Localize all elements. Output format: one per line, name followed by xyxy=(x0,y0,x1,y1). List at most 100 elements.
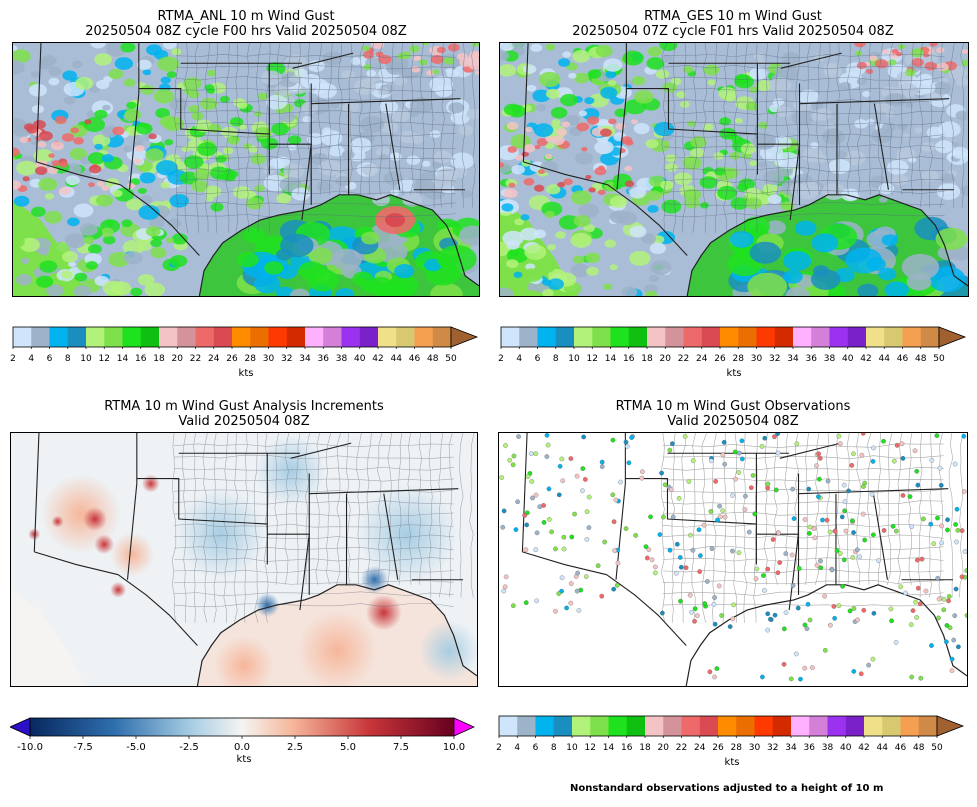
colorbar-tick-label: 10 xyxy=(80,354,92,364)
colorbar-tick-label: 40 xyxy=(354,354,366,364)
wind-cell xyxy=(456,53,468,61)
wind-cell xyxy=(624,180,635,188)
wind-cell xyxy=(542,279,552,286)
colorbar-tick-label: 26 xyxy=(712,743,724,753)
colorbar-bin xyxy=(104,327,123,347)
observation-dot xyxy=(712,621,718,627)
wind-cell xyxy=(655,69,670,79)
wind-cell xyxy=(69,147,87,160)
observation-dot xyxy=(860,433,866,436)
observation-dot xyxy=(820,517,825,523)
county-line xyxy=(176,87,456,92)
observation-dot xyxy=(643,544,649,550)
wind-cell xyxy=(866,257,886,271)
observation-dot xyxy=(804,626,810,632)
county-line xyxy=(428,433,433,598)
colorbar-tick-label: 14 xyxy=(116,354,129,364)
state-border xyxy=(126,483,138,580)
county-line xyxy=(948,433,954,598)
state-border xyxy=(522,43,529,162)
county-line xyxy=(877,43,883,195)
state-border xyxy=(128,93,140,190)
county-line xyxy=(775,43,780,195)
wind-cell xyxy=(604,239,617,248)
wind-cell xyxy=(112,189,123,198)
observation-dot xyxy=(814,562,820,568)
map-anl-svg xyxy=(13,43,479,296)
observation-dot xyxy=(760,674,765,680)
county-line xyxy=(174,43,179,233)
wind-cell xyxy=(87,152,106,165)
county-line xyxy=(663,178,945,183)
wind-field xyxy=(727,216,968,296)
colorbar-tick-label: 14 xyxy=(602,743,615,753)
observation-dot xyxy=(914,615,919,620)
wind-cell xyxy=(171,48,182,56)
county-line xyxy=(176,144,456,149)
wind-cell xyxy=(544,265,555,273)
observation-dot xyxy=(898,584,904,590)
wind-field xyxy=(854,43,968,77)
county-line xyxy=(174,478,454,482)
wind-cell xyxy=(647,46,662,57)
wind-cell xyxy=(608,118,617,125)
wind-cell xyxy=(137,274,155,286)
observation-dot xyxy=(510,462,516,468)
wind-cell xyxy=(95,79,110,90)
colorbar-tick-label: 30 xyxy=(262,354,275,364)
observation-dot xyxy=(711,601,717,607)
wind-cell xyxy=(458,225,479,246)
county-line xyxy=(773,433,778,585)
colorbar-tick-label: 34 xyxy=(785,743,797,753)
observation-dot xyxy=(712,674,717,680)
map-ges-svg xyxy=(500,43,968,296)
wind-cell xyxy=(646,57,665,70)
wind-cell xyxy=(773,136,792,149)
wind-cell xyxy=(90,43,106,49)
observation-dot xyxy=(888,606,894,612)
observation-dot xyxy=(855,617,860,623)
wind-cell xyxy=(936,47,945,54)
wind-cell xyxy=(699,202,710,209)
wind-cell xyxy=(865,68,874,75)
wind-cell xyxy=(781,51,800,65)
observation-dot xyxy=(847,608,853,614)
wind-cell xyxy=(126,198,143,211)
wind-cell xyxy=(48,153,55,158)
observation-dot xyxy=(934,433,940,438)
colorbar-tick-label: 12 xyxy=(584,743,596,753)
colorbar-bin xyxy=(610,327,630,347)
observation-dot xyxy=(825,478,831,484)
observation-dot xyxy=(881,438,886,444)
observation-dot xyxy=(501,508,507,514)
observation-dot xyxy=(733,476,738,482)
wind-cell xyxy=(799,181,821,196)
wind-cell xyxy=(88,182,95,188)
state-border xyxy=(290,442,352,459)
wind-cell xyxy=(755,58,767,66)
wind-cell xyxy=(914,127,924,134)
observation-dot xyxy=(936,615,941,621)
observation-dot xyxy=(931,541,937,547)
observation-dot xyxy=(614,583,620,588)
colorbar-bin xyxy=(663,716,682,736)
observation-dot xyxy=(912,448,918,454)
wind-cell xyxy=(139,172,156,184)
observation-dot xyxy=(802,622,808,628)
wind-cell xyxy=(785,286,810,296)
county-line xyxy=(888,43,893,195)
wind-cell xyxy=(841,188,860,202)
colorbar-bin xyxy=(213,327,233,347)
wind-cell xyxy=(540,160,559,174)
observation-dot xyxy=(572,511,577,517)
wind-cell xyxy=(83,236,95,245)
observation-dot xyxy=(849,518,855,524)
observation-dot xyxy=(822,648,828,653)
wind-cell xyxy=(633,123,650,135)
wind-cell xyxy=(882,49,890,55)
wind-cell xyxy=(393,75,408,86)
wind-cell xyxy=(38,177,58,192)
wind-cell xyxy=(676,91,686,99)
observation-dot xyxy=(765,481,771,487)
observation-dot xyxy=(692,606,698,612)
